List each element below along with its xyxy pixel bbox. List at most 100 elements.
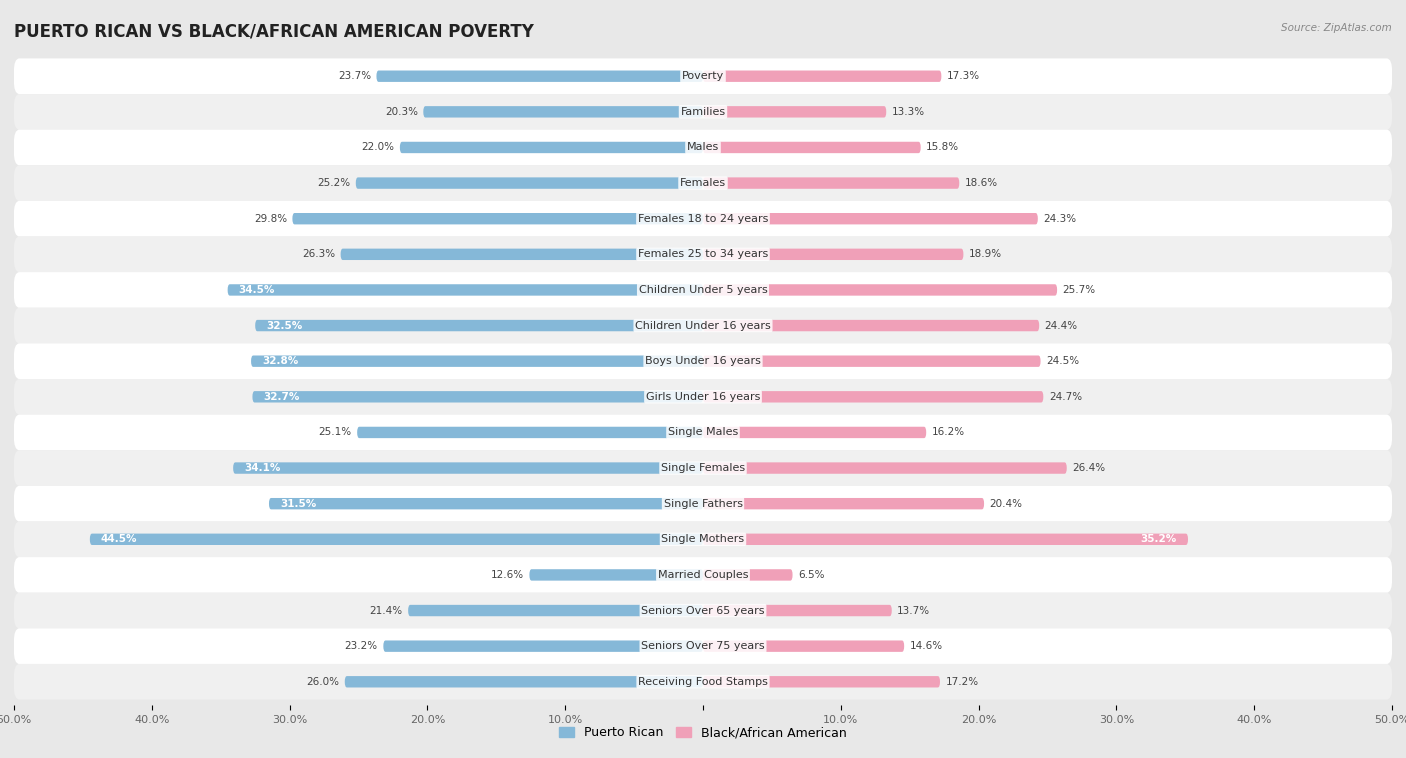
- Text: 35.2%: 35.2%: [1140, 534, 1177, 544]
- Text: 16.2%: 16.2%: [932, 428, 965, 437]
- Text: 12.6%: 12.6%: [491, 570, 524, 580]
- FancyBboxPatch shape: [703, 569, 793, 581]
- Text: Children Under 5 years: Children Under 5 years: [638, 285, 768, 295]
- FancyBboxPatch shape: [14, 94, 1392, 130]
- FancyBboxPatch shape: [703, 534, 1188, 545]
- FancyBboxPatch shape: [14, 343, 1392, 379]
- Text: 34.1%: 34.1%: [245, 463, 281, 473]
- Text: 25.1%: 25.1%: [319, 428, 352, 437]
- FancyBboxPatch shape: [703, 213, 1038, 224]
- FancyBboxPatch shape: [254, 320, 703, 331]
- FancyBboxPatch shape: [14, 522, 1392, 557]
- FancyBboxPatch shape: [357, 427, 703, 438]
- Text: Boys Under 16 years: Boys Under 16 years: [645, 356, 761, 366]
- Text: 26.4%: 26.4%: [1073, 463, 1105, 473]
- FancyBboxPatch shape: [14, 450, 1392, 486]
- FancyBboxPatch shape: [408, 605, 703, 616]
- FancyBboxPatch shape: [703, 427, 927, 438]
- FancyBboxPatch shape: [703, 70, 942, 82]
- FancyBboxPatch shape: [14, 557, 1392, 593]
- FancyBboxPatch shape: [14, 165, 1392, 201]
- Text: Source: ZipAtlas.com: Source: ZipAtlas.com: [1281, 23, 1392, 33]
- Text: 26.3%: 26.3%: [302, 249, 335, 259]
- Text: Single Mothers: Single Mothers: [661, 534, 745, 544]
- Text: 17.3%: 17.3%: [946, 71, 980, 81]
- Text: 17.2%: 17.2%: [945, 677, 979, 687]
- Text: Children Under 16 years: Children Under 16 years: [636, 321, 770, 330]
- Text: 14.6%: 14.6%: [910, 641, 943, 651]
- FancyBboxPatch shape: [233, 462, 703, 474]
- Text: 23.7%: 23.7%: [337, 71, 371, 81]
- Text: 24.3%: 24.3%: [1043, 214, 1077, 224]
- Text: Married Couples: Married Couples: [658, 570, 748, 580]
- FancyBboxPatch shape: [14, 58, 1392, 94]
- FancyBboxPatch shape: [14, 272, 1392, 308]
- Text: Seniors Over 75 years: Seniors Over 75 years: [641, 641, 765, 651]
- FancyBboxPatch shape: [14, 379, 1392, 415]
- FancyBboxPatch shape: [14, 415, 1392, 450]
- Text: Females 18 to 24 years: Females 18 to 24 years: [638, 214, 768, 224]
- FancyBboxPatch shape: [292, 213, 703, 224]
- Text: 25.2%: 25.2%: [318, 178, 350, 188]
- FancyBboxPatch shape: [530, 569, 703, 581]
- FancyBboxPatch shape: [14, 593, 1392, 628]
- Text: Receiving Food Stamps: Receiving Food Stamps: [638, 677, 768, 687]
- Text: Single Fathers: Single Fathers: [664, 499, 742, 509]
- FancyBboxPatch shape: [14, 664, 1392, 700]
- FancyBboxPatch shape: [253, 391, 703, 402]
- FancyBboxPatch shape: [703, 498, 984, 509]
- Text: Girls Under 16 years: Girls Under 16 years: [645, 392, 761, 402]
- Text: 26.0%: 26.0%: [307, 677, 339, 687]
- Text: Families: Families: [681, 107, 725, 117]
- Text: Single Females: Single Females: [661, 463, 745, 473]
- FancyBboxPatch shape: [377, 70, 703, 82]
- FancyBboxPatch shape: [344, 676, 703, 688]
- FancyBboxPatch shape: [340, 249, 703, 260]
- Text: 20.4%: 20.4%: [990, 499, 1022, 509]
- Text: 24.5%: 24.5%: [1046, 356, 1080, 366]
- Text: 6.5%: 6.5%: [799, 570, 824, 580]
- FancyBboxPatch shape: [14, 201, 1392, 236]
- Text: 32.5%: 32.5%: [266, 321, 302, 330]
- Text: Seniors Over 65 years: Seniors Over 65 years: [641, 606, 765, 615]
- FancyBboxPatch shape: [703, 249, 963, 260]
- Text: 34.5%: 34.5%: [239, 285, 276, 295]
- Text: 32.8%: 32.8%: [262, 356, 298, 366]
- Text: 23.2%: 23.2%: [344, 641, 378, 651]
- Text: Females: Females: [681, 178, 725, 188]
- FancyBboxPatch shape: [90, 534, 703, 545]
- FancyBboxPatch shape: [384, 641, 703, 652]
- Text: 15.8%: 15.8%: [927, 143, 959, 152]
- FancyBboxPatch shape: [703, 676, 941, 688]
- Text: Males: Males: [688, 143, 718, 152]
- FancyBboxPatch shape: [703, 106, 886, 117]
- FancyBboxPatch shape: [703, 641, 904, 652]
- Text: 25.7%: 25.7%: [1063, 285, 1095, 295]
- Text: PUERTO RICAN VS BLACK/AFRICAN AMERICAN POVERTY: PUERTO RICAN VS BLACK/AFRICAN AMERICAN P…: [14, 23, 534, 41]
- FancyBboxPatch shape: [252, 356, 703, 367]
- FancyBboxPatch shape: [703, 391, 1043, 402]
- FancyBboxPatch shape: [269, 498, 703, 509]
- FancyBboxPatch shape: [356, 177, 703, 189]
- FancyBboxPatch shape: [14, 308, 1392, 343]
- FancyBboxPatch shape: [703, 356, 1040, 367]
- FancyBboxPatch shape: [703, 142, 921, 153]
- FancyBboxPatch shape: [14, 628, 1392, 664]
- FancyBboxPatch shape: [703, 605, 891, 616]
- Text: 21.4%: 21.4%: [370, 606, 402, 615]
- FancyBboxPatch shape: [423, 106, 703, 117]
- Text: Females 25 to 34 years: Females 25 to 34 years: [638, 249, 768, 259]
- FancyBboxPatch shape: [703, 177, 959, 189]
- Legend: Puerto Rican, Black/African American: Puerto Rican, Black/African American: [554, 722, 852, 744]
- FancyBboxPatch shape: [703, 284, 1057, 296]
- Text: 31.5%: 31.5%: [280, 499, 316, 509]
- Text: 24.7%: 24.7%: [1049, 392, 1083, 402]
- FancyBboxPatch shape: [14, 486, 1392, 522]
- Text: Single Males: Single Males: [668, 428, 738, 437]
- FancyBboxPatch shape: [703, 320, 1039, 331]
- Text: 18.6%: 18.6%: [965, 178, 998, 188]
- Text: 18.9%: 18.9%: [969, 249, 1002, 259]
- Text: 13.7%: 13.7%: [897, 606, 931, 615]
- Text: Poverty: Poverty: [682, 71, 724, 81]
- Text: 29.8%: 29.8%: [253, 214, 287, 224]
